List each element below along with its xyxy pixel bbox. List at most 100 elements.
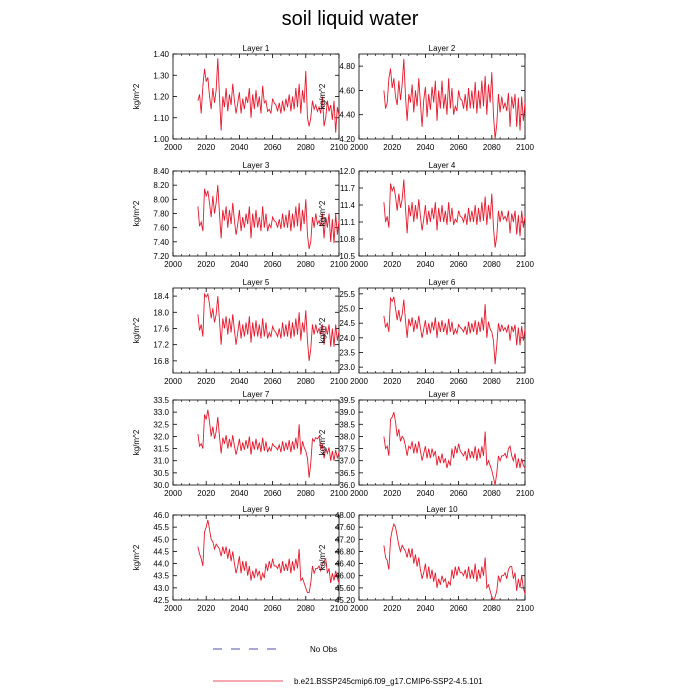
y-tick-label: 4.40	[339, 111, 355, 120]
series-line	[383, 411, 526, 486]
panel-title: Layer 7	[243, 390, 270, 399]
series-line	[197, 292, 340, 361]
y-tick-label: 47.20	[335, 535, 356, 544]
y-tick-label: 10.5	[339, 252, 355, 261]
series-line	[383, 296, 526, 365]
series-line	[197, 409, 340, 478]
panel-layer-6: Layer 6 kg/m^2 2000 2020 2040 2060 2080 2100 23.…	[318, 278, 534, 386]
plot-frame	[358, 53, 526, 140]
y-axis-label: kg/m^2	[318, 544, 327, 570]
plot-frame	[172, 399, 340, 486]
x-tick-label: 2080	[483, 143, 501, 152]
plot-frame	[358, 399, 526, 486]
x-tick-label: 2080	[297, 260, 315, 269]
x-tick-label: 2040	[417, 143, 435, 152]
x-tick-label: 2000	[350, 143, 368, 152]
y-axis-label: kg/m^2	[132, 200, 141, 226]
x-tick-label: 2040	[417, 604, 435, 613]
y-tick-label: 32.0	[153, 432, 169, 441]
y-tick-label: 45.0	[153, 535, 169, 544]
x-tick-label: 2020	[383, 377, 401, 386]
y-tick-label: 23.5	[339, 348, 355, 357]
y-axis-label: kg/m^2	[132, 429, 141, 455]
y-axis-label: kg/m^2	[318, 200, 327, 226]
y-axis-label: kg/m^2	[318, 83, 327, 109]
y-tick-label: 44.5	[153, 547, 169, 556]
x-tick-label: 2020	[197, 377, 215, 386]
panel-title: Layer 2	[429, 44, 456, 53]
y-tick-label: 37.5	[339, 445, 355, 454]
x-tick-label: 2000	[350, 260, 368, 269]
y-tick-label: 38.0	[339, 432, 355, 441]
x-tick-label: 2060	[450, 489, 468, 498]
series-line	[383, 522, 526, 601]
panel-title: Layer 5	[243, 278, 270, 287]
x-tick-label: 2000	[164, 260, 182, 269]
y-tick-label: 8.40	[153, 167, 169, 176]
y-axis-label: kg/m^2	[132, 317, 141, 343]
panel-title: Layer 4	[429, 161, 456, 170]
panel-layer-7: Layer 7 kg/m^2 2000 2020 2040 2060 2080 2100 30.…	[132, 390, 348, 498]
x-tick-label: 2060	[450, 260, 468, 269]
x-tick-label: 2060	[450, 604, 468, 613]
panel-layer-5: Layer 5 kg/m^2 2000 2020 2040 2060 2080 2100 16.…	[132, 278, 348, 386]
series-line	[383, 58, 526, 140]
y-tick-label: 33.5	[153, 396, 169, 405]
y-tick-label: 46.00	[335, 572, 356, 581]
y-tick-label: 46.80	[335, 547, 356, 556]
x-tick-label: 2100	[330, 377, 348, 386]
x-tick-label: 2080	[297, 489, 315, 498]
legend: No Obs b.e21.BSSP245cmip6.f09_g17.CMIP6-…	[213, 645, 483, 686]
y-tick-label: 45.20	[335, 596, 356, 605]
y-tick-label: 18.0	[153, 308, 169, 317]
y-tick-label: 11.4	[340, 201, 356, 210]
y-tick-label: 4.80	[339, 62, 355, 71]
y-tick-label: 38.5	[339, 420, 355, 429]
y-tick-label: 12.0	[339, 167, 355, 176]
x-tick-label: 2060	[264, 260, 282, 269]
panel-title: Layer 3	[243, 161, 270, 170]
y-tick-label: 24.5	[339, 319, 355, 328]
y-tick-label: 17.2	[153, 341, 169, 350]
y-tick-label: 39.0	[339, 408, 355, 417]
y-axis-label: kg/m^2	[132, 83, 141, 109]
panel-title: Layer 8	[429, 390, 456, 399]
y-tick-label: 7.80	[153, 210, 169, 219]
x-tick-label: 2040	[231, 143, 249, 152]
x-tick-label: 2080	[483, 260, 501, 269]
y-tick-label: 36.0	[339, 481, 355, 490]
panel-title: Layer 9	[243, 505, 270, 514]
x-tick-label: 2100	[516, 377, 534, 386]
x-tick-label: 2080	[297, 377, 315, 386]
x-tick-label: 2040	[417, 377, 435, 386]
x-tick-label: 2060	[264, 604, 282, 613]
series-line	[197, 185, 340, 250]
x-tick-label: 2100	[330, 143, 348, 152]
plot-frame	[358, 514, 526, 601]
series-line	[197, 58, 340, 133]
x-tick-label: 2060	[264, 143, 282, 152]
x-tick-label: 2000	[164, 489, 182, 498]
y-tick-label: 43.0	[153, 584, 169, 593]
y-axis-label: kg/m^2	[132, 544, 141, 570]
x-tick-label: 2000	[350, 377, 368, 386]
y-tick-label: 7.60	[153, 224, 169, 233]
y-tick-label: 37.0	[339, 457, 355, 466]
x-tick-label: 2060	[450, 377, 468, 386]
y-axis-label: kg/m^2	[318, 317, 327, 343]
y-tick-label: 31.0	[153, 457, 169, 466]
y-tick-label: 44.0	[153, 560, 169, 569]
y-tick-label: 4.20	[339, 135, 355, 144]
x-tick-label: 2080	[483, 489, 501, 498]
y-tick-label: 48.00	[335, 511, 356, 520]
y-tick-label: 11.7	[340, 184, 356, 193]
y-tick-label: 30.5	[153, 469, 169, 478]
x-tick-label: 2040	[231, 260, 249, 269]
y-tick-label: 33.0	[153, 408, 169, 417]
y-tick-label: 10.8	[339, 235, 355, 244]
